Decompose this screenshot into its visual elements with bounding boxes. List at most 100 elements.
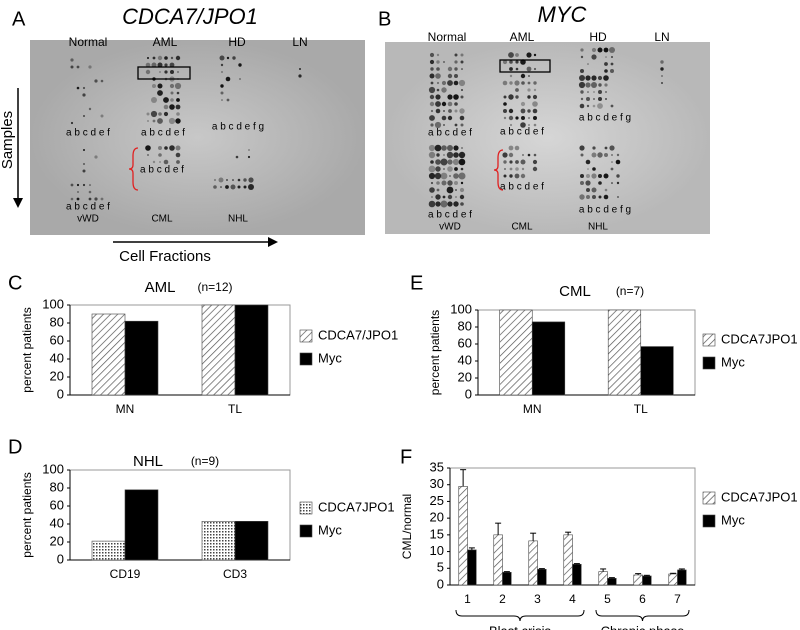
blot-spot: [515, 116, 519, 120]
blot-spot: [533, 81, 537, 85]
blot-spot: [526, 52, 532, 58]
row-label: vWD: [439, 222, 461, 233]
blot-spot: [151, 97, 157, 103]
blot-spot: [235, 155, 239, 159]
y-tick-label: 15: [430, 526, 444, 541]
blot-spot: [163, 111, 169, 117]
blot-spot: [532, 166, 538, 172]
blot-spot: [591, 75, 597, 81]
blot-spot: [509, 67, 513, 71]
blot-spot: [226, 179, 228, 181]
blot-spot: [176, 98, 180, 102]
y-axis-label: percent patients: [20, 307, 34, 392]
blot-spot: [598, 174, 602, 178]
y-axis-label: percent patients: [428, 310, 442, 395]
blot-spot: [616, 153, 620, 157]
lane-label: a b c d e f: [500, 182, 544, 193]
blot-spot: [452, 158, 460, 166]
blot-spot: [100, 197, 104, 201]
blot-spot: [447, 194, 453, 200]
blot-spot: [661, 75, 663, 77]
blot-spot: [527, 153, 531, 157]
blot-spot: [591, 54, 597, 60]
column-label: LN: [292, 35, 307, 49]
row-label: vWD: [77, 214, 99, 225]
blot-spot: [532, 94, 538, 100]
blot-spot: [449, 175, 451, 177]
blot-spot: [453, 173, 459, 179]
blot-spot: [453, 145, 459, 151]
blot-spot: [454, 60, 458, 64]
blot-spot: [145, 62, 151, 68]
blot-spot: [435, 94, 441, 100]
legend-label: CDCA7/JPO1: [318, 327, 398, 342]
blot-spot: [586, 188, 590, 192]
x-tick-label: 5: [604, 592, 611, 606]
blot-spot: [88, 65, 92, 69]
blot-spot: [453, 80, 459, 86]
y-tick-label: 0: [57, 551, 64, 566]
blot-spot: [527, 81, 531, 85]
blot-spot: [157, 62, 163, 68]
blot-spot: [435, 194, 441, 200]
blot-spot: [168, 117, 176, 125]
blot-spot: [428, 165, 436, 173]
bar: [458, 486, 468, 586]
blot-spot: [502, 59, 508, 65]
blot-spot: [221, 99, 223, 101]
legend-label: Myc: [318, 522, 342, 537]
y-tick-label: 25: [430, 493, 444, 508]
blot-spot: [520, 159, 526, 165]
blot-spot: [441, 101, 447, 107]
column-label: Normal: [69, 35, 108, 49]
blot-spot: [521, 167, 525, 171]
legend-swatch: [702, 356, 716, 370]
blot-spot: [597, 152, 603, 158]
blot-spot: [76, 86, 80, 90]
blot-spot: [461, 68, 463, 70]
blot-spot: [459, 108, 465, 114]
blot-spot: [580, 174, 584, 178]
error-bar: [600, 568, 607, 572]
brace: [493, 149, 504, 191]
blot-spot: [579, 103, 585, 109]
blot-spot: [520, 122, 526, 128]
blot-spot: [299, 68, 301, 70]
legend-label: Myc: [318, 350, 342, 365]
blot-spot: [436, 81, 440, 85]
blot-spot: [164, 63, 168, 67]
blot-spot: [226, 98, 230, 102]
blot-spot: [430, 160, 434, 164]
blot-spot: [428, 172, 436, 180]
blot-spot: [509, 74, 513, 78]
chart-title: CML: [559, 283, 591, 300]
x-tick-label: CD3: [223, 567, 247, 581]
blot-spot: [220, 186, 222, 188]
blot-spot: [611, 154, 613, 156]
bar: [91, 313, 126, 396]
axis-label: Cell Fractions: [119, 248, 211, 265]
arrow-head: [13, 198, 23, 208]
blot-spot: [593, 91, 595, 93]
blot-spot: [225, 185, 229, 189]
blot-spot: [532, 159, 538, 165]
row-label: CML: [511, 222, 533, 233]
blot-spot: [213, 178, 217, 182]
blot-spot: [89, 184, 91, 186]
blot-spot: [615, 159, 621, 165]
blot-spot: [585, 159, 591, 165]
bar: [467, 549, 477, 586]
blot-spot: [585, 180, 591, 186]
blot-spot: [597, 75, 603, 81]
x-tick-label: 2: [499, 592, 506, 606]
blot-spot: [509, 81, 513, 85]
blot-spot: [611, 182, 613, 184]
blot-spot: [515, 160, 519, 164]
blot-spot: [175, 104, 181, 110]
chart-subtitle: (n=12): [197, 280, 232, 294]
blot-spot: [151, 62, 157, 68]
blot-spot: [220, 91, 224, 95]
bar: [91, 540, 126, 561]
blot-spot: [441, 115, 447, 121]
column-label: HD: [228, 35, 246, 49]
